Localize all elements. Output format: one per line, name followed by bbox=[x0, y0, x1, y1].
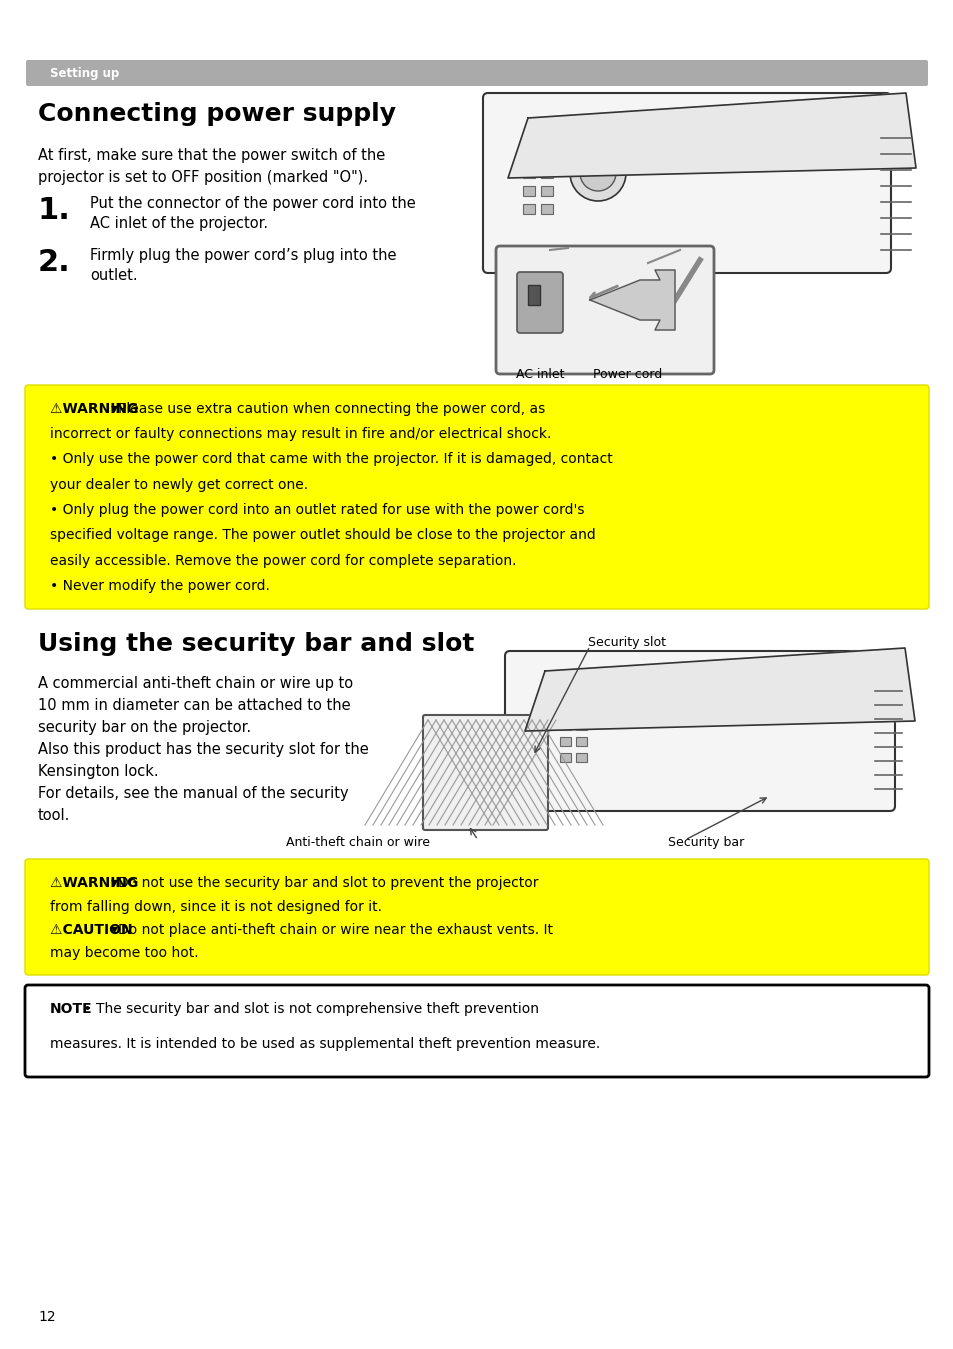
Text: Kensington lock.: Kensington lock. bbox=[38, 764, 158, 778]
Text: ⚠WARNING: ⚠WARNING bbox=[50, 402, 143, 415]
FancyBboxPatch shape bbox=[25, 384, 928, 608]
Text: specified voltage range. The power outlet should be close to the projector and: specified voltage range. The power outle… bbox=[50, 529, 595, 542]
FancyBboxPatch shape bbox=[517, 272, 562, 333]
Text: A commercial anti-theft chain or wire up to: A commercial anti-theft chain or wire up… bbox=[38, 676, 353, 691]
Text: • Only plug the power cord into an outlet rated for use with the power cord's: • Only plug the power cord into an outle… bbox=[50, 503, 584, 517]
Text: measures. It is intended to be used as supplemental theft prevention measure.: measures. It is intended to be used as s… bbox=[50, 1037, 599, 1051]
Bar bbox=[527, 285, 539, 305]
Text: • Only use the power cord that came with the projector. If it is damaged, contac: • Only use the power cord that came with… bbox=[50, 452, 612, 467]
Bar bbox=[559, 737, 571, 746]
Polygon shape bbox=[524, 648, 914, 731]
Bar bbox=[540, 186, 553, 196]
Text: Using the security bar and slot: Using the security bar and slot bbox=[38, 631, 474, 656]
Bar bbox=[559, 720, 571, 730]
Text: • Never modify the power cord.: • Never modify the power cord. bbox=[50, 579, 270, 592]
Polygon shape bbox=[507, 93, 915, 178]
Bar bbox=[576, 720, 586, 730]
Text: ▾Do not place anti-theft chain or wire near the exhaust vents. It: ▾Do not place anti-theft chain or wire n… bbox=[112, 923, 553, 938]
Bar bbox=[522, 186, 535, 196]
Text: Security slot: Security slot bbox=[587, 635, 665, 649]
Text: may become too hot.: may become too hot. bbox=[50, 947, 198, 960]
Circle shape bbox=[569, 144, 625, 201]
Text: ▾Please use extra caution when connecting the power cord, as: ▾Please use extra caution when connectin… bbox=[112, 402, 545, 415]
Text: NOTE: NOTE bbox=[50, 1002, 92, 1016]
Text: security bar on the projector.: security bar on the projector. bbox=[38, 720, 251, 735]
Text: • The security bar and slot is not comprehensive theft prevention: • The security bar and slot is not compr… bbox=[79, 1002, 538, 1016]
Text: outlet.: outlet. bbox=[90, 268, 137, 283]
Bar bbox=[519, 741, 534, 766]
FancyBboxPatch shape bbox=[26, 59, 927, 86]
Text: from falling down, since it is not designed for it.: from falling down, since it is not desig… bbox=[50, 900, 381, 913]
Text: easily accessible. Remove the power cord for complete separation.: easily accessible. Remove the power cord… bbox=[50, 553, 516, 568]
Text: At first, make sure that the power switch of the: At first, make sure that the power switc… bbox=[38, 148, 385, 163]
Polygon shape bbox=[589, 270, 675, 331]
Text: Security bar: Security bar bbox=[667, 836, 743, 849]
FancyBboxPatch shape bbox=[496, 246, 713, 374]
Text: Firmly plug the power cord’s plug into the: Firmly plug the power cord’s plug into t… bbox=[90, 248, 396, 263]
Text: 10 mm in diameter can be attached to the: 10 mm in diameter can be attached to the bbox=[38, 697, 351, 714]
Text: AC inlet of the projector.: AC inlet of the projector. bbox=[90, 216, 268, 231]
Text: 12: 12 bbox=[38, 1310, 55, 1323]
Text: ⚠WARNING: ⚠WARNING bbox=[50, 876, 143, 890]
FancyBboxPatch shape bbox=[25, 985, 928, 1077]
Bar bbox=[522, 204, 535, 214]
Text: Connecting power supply: Connecting power supply bbox=[38, 103, 395, 125]
Bar bbox=[559, 753, 571, 762]
Text: Power cord: Power cord bbox=[593, 368, 662, 380]
Text: Also this product has the security slot for the: Also this product has the security slot … bbox=[38, 742, 369, 757]
FancyBboxPatch shape bbox=[513, 731, 546, 777]
FancyBboxPatch shape bbox=[482, 93, 890, 272]
Bar bbox=[522, 169, 535, 178]
Circle shape bbox=[579, 155, 616, 192]
Bar bbox=[540, 169, 553, 178]
Text: 2.: 2. bbox=[38, 248, 71, 277]
Text: 1.: 1. bbox=[38, 196, 71, 225]
FancyBboxPatch shape bbox=[504, 652, 894, 811]
Text: Anti-theft chain or wire: Anti-theft chain or wire bbox=[286, 836, 430, 849]
Text: Setting up: Setting up bbox=[50, 66, 119, 80]
Text: Put the connector of the power cord into the: Put the connector of the power cord into… bbox=[90, 196, 416, 210]
Text: projector is set to OFF position (marked "O").: projector is set to OFF position (marked… bbox=[38, 170, 368, 185]
Text: ▾Do not use the security bar and slot to prevent the projector: ▾Do not use the security bar and slot to… bbox=[112, 876, 538, 890]
Text: ⚠CAUTION: ⚠CAUTION bbox=[50, 923, 137, 938]
Bar bbox=[576, 737, 586, 746]
Text: incorrect or faulty connections may result in fire and/or electrical shock.: incorrect or faulty connections may resu… bbox=[50, 428, 551, 441]
FancyBboxPatch shape bbox=[25, 859, 928, 975]
Text: AC inlet: AC inlet bbox=[516, 368, 563, 380]
FancyBboxPatch shape bbox=[422, 715, 547, 830]
Text: your dealer to newly get correct one.: your dealer to newly get correct one. bbox=[50, 478, 308, 492]
Bar bbox=[576, 753, 586, 762]
Bar bbox=[540, 204, 553, 214]
Text: For details, see the manual of the security: For details, see the manual of the secur… bbox=[38, 786, 348, 801]
Text: tool.: tool. bbox=[38, 808, 71, 823]
